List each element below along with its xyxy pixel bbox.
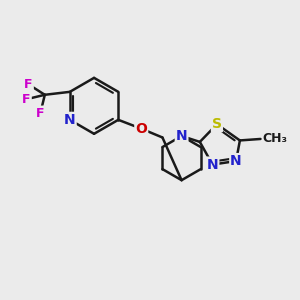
Text: N: N [207,158,218,172]
Text: CH₃: CH₃ [262,133,287,146]
Text: S: S [212,117,222,131]
Text: O: O [135,122,147,136]
Text: N: N [64,113,76,127]
Text: F: F [36,106,45,119]
Text: N: N [176,129,188,143]
Text: N: N [230,154,242,168]
Text: F: F [22,93,31,106]
Text: F: F [24,78,33,91]
